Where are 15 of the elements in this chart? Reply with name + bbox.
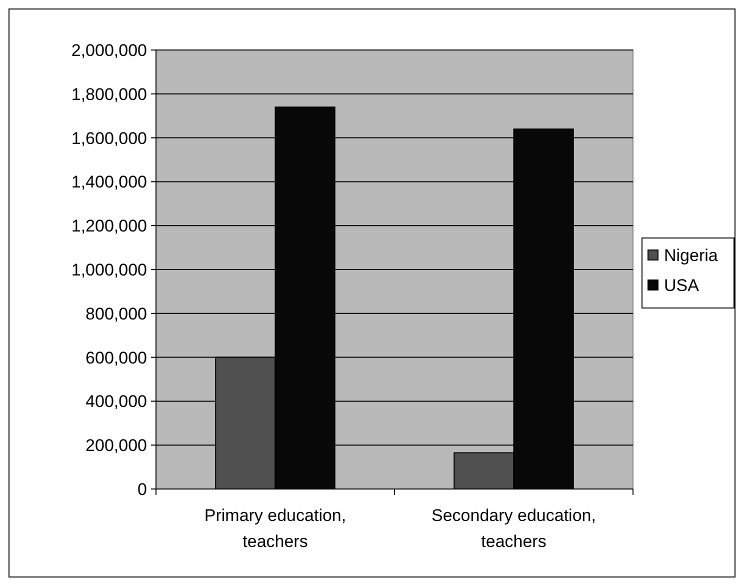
- y-tick-label: 1,200,000: [71, 216, 147, 236]
- legend-label: Nigeria: [664, 246, 718, 265]
- y-tick-label: 400,000: [86, 392, 147, 412]
- y-tick-label: 2,000,000: [71, 40, 147, 60]
- x-tick-label: Primary education, teachers: [204, 506, 346, 551]
- x-tick-label: Secondary education, teachers: [432, 506, 596, 551]
- y-tick-label: 1,000,000: [71, 260, 147, 280]
- y-tick-label: 600,000: [86, 348, 147, 368]
- y-tick-label: 1,600,000: [71, 128, 147, 148]
- y-tick-label: 1,400,000: [71, 172, 147, 192]
- y-tick-label: 0: [138, 480, 147, 499]
- y-tick-label: 1,800,000: [71, 84, 147, 104]
- y-tick-label: 800,000: [86, 304, 147, 324]
- legend-label: USA: [664, 276, 700, 295]
- y-tick-label: 200,000: [86, 436, 147, 456]
